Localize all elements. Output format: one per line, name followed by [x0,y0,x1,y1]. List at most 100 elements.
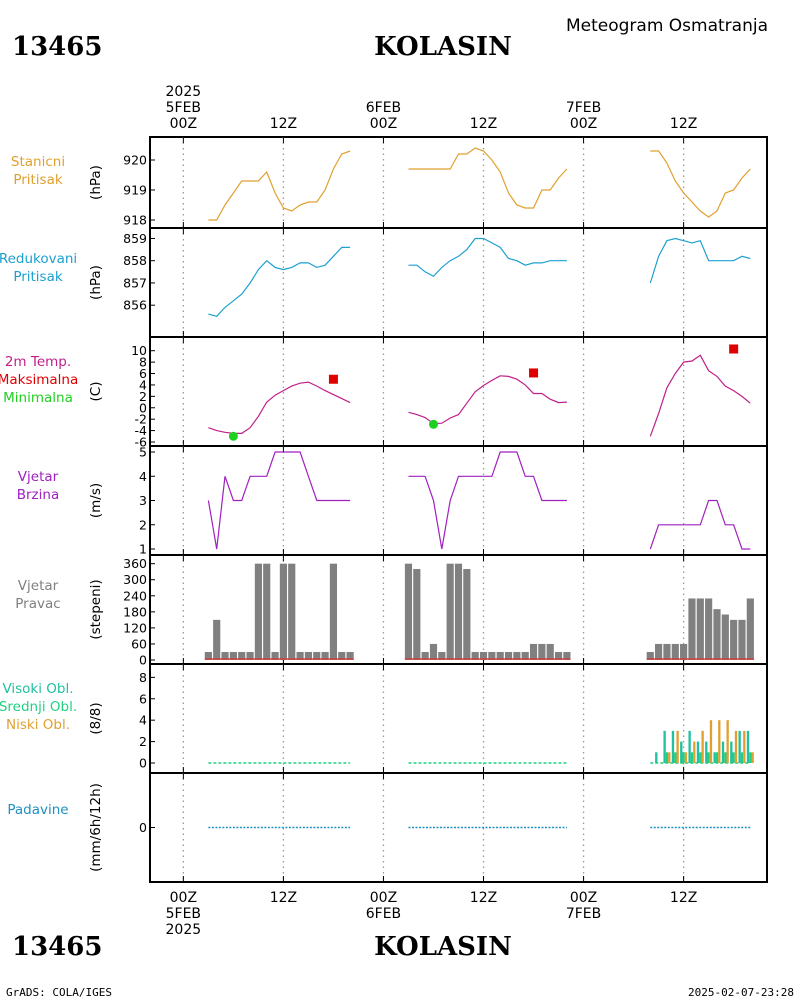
cloud-bar [724,752,727,763]
tmax-marker [529,368,539,378]
y-tick-label: 6 [139,366,147,381]
tmax-marker [328,374,338,384]
time-label-top: 5FEB [166,100,201,116]
series-line [408,451,567,550]
panel-frame [149,136,768,229]
time-label-top: 00Z [370,116,397,132]
wind-direction-bar [546,643,554,660]
series-line [207,451,351,550]
wind-direction-bar [329,563,338,660]
cloud-bar [738,730,741,763]
y-tick-label: 60 [131,636,147,651]
wind-direction-bar [705,598,713,660]
time-label-top: 7FEB [566,100,601,116]
wind-direction-bar [746,598,754,660]
cloud-bar [676,730,679,763]
y-axis-label: (mm/6h/12h) [88,783,104,872]
time-label-top: 6FEB [366,100,401,116]
panel-label: Pritisak [13,172,63,188]
cloud-bar [688,730,691,763]
y-tick-label: 4 [139,713,147,728]
panel-label: Redukovani [0,251,77,267]
series-line [650,150,751,218]
wind-direction-bar [479,651,488,660]
time-label-top: 12Z [270,116,297,132]
y-tick-label: 360 [123,556,147,571]
series-line [408,375,567,425]
wind-direction-bar [738,619,746,660]
time-label-top: 12Z [670,116,697,132]
time-label-bottom: 00Z [370,890,397,906]
time-label-bottom: 12Z [470,890,497,906]
cloud-bar [696,741,700,763]
wind-direction-bar [429,643,438,660]
y-axis-label: (8/8) [88,702,104,734]
cloud-bar [693,741,696,763]
wind-direction-bar [346,651,354,660]
cloud-bar [726,720,729,763]
time-label-bottom: 6FEB [366,906,401,922]
tmin-marker [228,431,238,441]
y-tick-label: 0 [139,820,147,835]
y-tick-label: 918 [123,213,147,228]
panel-label: Maksimalna [0,372,78,388]
y-tick-label: 5 [139,445,147,460]
y-tick-label: 859 [123,231,147,246]
wind-direction-bar [554,651,563,660]
wind-direction-bar [338,651,346,660]
panel-frame [149,445,768,556]
wind-direction-bar [713,609,721,660]
wind-direction-bar [680,643,688,660]
y-tick-label: 858 [123,253,147,268]
wind-direction-bar [538,643,546,660]
time-label-top: 00Z [170,116,197,132]
y-tick-label: 300 [123,572,147,587]
wind-direction-bar [288,563,296,660]
wind-direction-bar [279,563,287,660]
cloud-bar [655,752,658,763]
wind-direction-bar [313,651,321,660]
cloud-bar [713,752,716,763]
cloud-bar [721,741,725,763]
cloud-bar [701,730,704,763]
wind-direction-bar [321,651,329,660]
cloud-bar [732,752,735,763]
wind-direction-bar [463,569,471,660]
y-tick-label: -2 [135,412,147,427]
wind-direction-bar [438,651,446,660]
station-name-bottom: KOLASIN [374,932,512,962]
cloud-bar [690,752,694,763]
wind-direction-bar [513,651,521,660]
cloud-bar [718,720,721,763]
time-label-bottom: 5FEB [166,906,201,922]
time-label-bottom: 00Z [570,890,597,906]
wind-direction-bar [446,563,454,660]
cloud-bar [674,752,677,763]
y-axis-label: (stepeni) [88,579,104,639]
wind-direction-bar [696,598,704,660]
panel-4: 1 2 3 4 5 (m/s) Vjetar Brzina [17,445,768,557]
cloud-bar [740,752,744,763]
wind-direction-bar [404,563,413,660]
panel-label: Vjetar [18,469,59,485]
cloud-bar [663,730,666,763]
time-label-bottom: 12Z [270,890,297,906]
wind-direction-bar [529,643,538,660]
time-label-top: 2025 [166,84,202,100]
y-tick-label: 856 [123,298,147,313]
y-axis-label: (hPa) [88,165,104,200]
footer-source: GrADS: COLA/IGES [6,986,112,999]
wind-direction-bar [730,619,738,660]
cloud-bar [671,730,675,763]
cloud-bar [699,752,702,763]
panel-label: Minimalna [3,390,73,406]
cloud-bar [749,752,752,763]
cloud-bar [680,741,683,763]
series-line [649,237,751,284]
y-tick-label: 919 [123,183,147,198]
cloud-bar [707,752,710,763]
wind-direction-bar [721,614,729,660]
series-line [649,354,751,437]
wind-direction-bar [655,643,663,660]
